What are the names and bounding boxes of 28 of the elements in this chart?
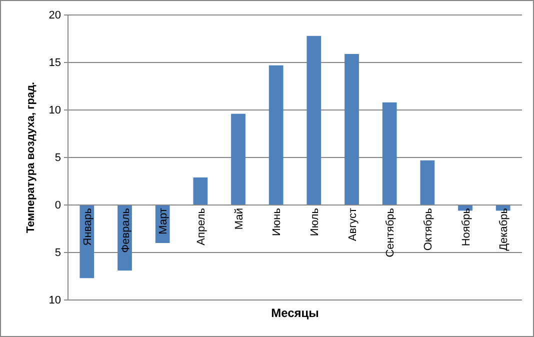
- bar: [193, 177, 208, 205]
- y-tick-label: 10: [48, 294, 61, 307]
- x-tick-label: Декабрь: [498, 208, 510, 251]
- y-tick-label: 10: [48, 104, 61, 117]
- x-tick-label: Июль: [308, 208, 321, 236]
- bar: [420, 160, 435, 205]
- x-tick-label: Апрель: [195, 208, 208, 246]
- bar: [306, 36, 322, 205]
- x-tick-label: Октябрь: [422, 208, 434, 251]
- y-tick-label: 15: [48, 57, 61, 70]
- y-tick-label: 20: [48, 10, 61, 22]
- x-tick-label: Май: [233, 208, 246, 230]
- y-tick-label: 5: [54, 152, 61, 164]
- x-tick-label: Февраль: [120, 208, 132, 253]
- bar: [382, 102, 397, 205]
- y-axis-title: Температура воздуха, град.: [25, 82, 37, 234]
- bar: [231, 114, 246, 205]
- bar: [344, 54, 359, 205]
- x-axis-title: Месяцы: [271, 306, 319, 320]
- x-tick-label: Сентябрь: [384, 208, 397, 258]
- x-tick-label: Март: [158, 208, 170, 234]
- y-tick-label: 0: [54, 200, 61, 212]
- y-tick-label: 5: [54, 247, 61, 260]
- x-tick-label: Июнь: [271, 208, 284, 236]
- bar: [268, 65, 284, 205]
- x-tick-label: Ноябрь: [460, 208, 472, 246]
- x-tick-label: Август: [346, 208, 359, 242]
- x-tick-label: Январь: [82, 208, 94, 246]
